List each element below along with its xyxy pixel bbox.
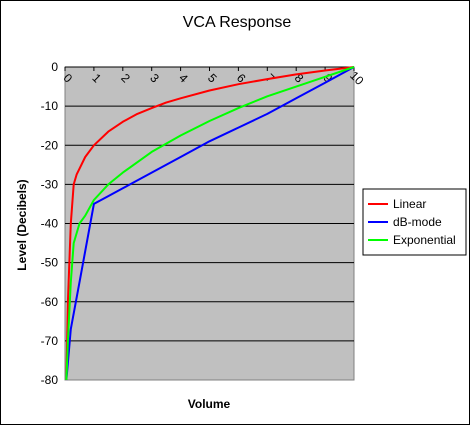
y-tick-label: -70 bbox=[41, 334, 59, 348]
y-axis-ticks: 0 -10 -20 -30 -40 -50 -60 -70 -80 bbox=[41, 60, 59, 387]
y-tick-label: -80 bbox=[41, 373, 59, 387]
series-line-db-mode bbox=[65, 66, 355, 381]
gridlines bbox=[65, 105, 354, 342]
y-tick-label: -30 bbox=[41, 177, 59, 191]
legend-label: Exponential bbox=[393, 233, 456, 247]
y-tick-label: -60 bbox=[41, 295, 59, 309]
series-lines bbox=[65, 66, 355, 381]
legend: Linear dB-mode Exponential bbox=[362, 188, 467, 256]
x-axis-title: Volume bbox=[188, 397, 231, 411]
series-line-linear bbox=[65, 66, 355, 381]
legend-label: dB-mode bbox=[393, 215, 442, 229]
y-tick-label: -20 bbox=[41, 138, 59, 152]
series-line-exponential bbox=[65, 66, 355, 381]
legend-label: Linear bbox=[393, 197, 426, 211]
y-tick-label: -50 bbox=[41, 256, 59, 270]
y-tick-label: 0 bbox=[51, 60, 58, 74]
y-axis-title: Level (Decibels) bbox=[15, 179, 29, 270]
chart-title: VCA Response bbox=[183, 14, 292, 31]
y-tick-label: -10 bbox=[41, 99, 59, 113]
y-tick-label: -40 bbox=[41, 217, 59, 231]
